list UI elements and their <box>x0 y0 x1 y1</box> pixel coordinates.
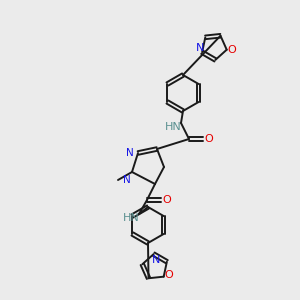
Text: N: N <box>123 175 131 185</box>
Text: O: O <box>163 195 171 205</box>
Text: O: O <box>205 134 213 144</box>
Text: O: O <box>227 45 236 55</box>
Text: N: N <box>126 148 134 158</box>
Text: HN: HN <box>165 122 182 132</box>
Text: O: O <box>164 270 173 280</box>
Text: N: N <box>152 255 160 265</box>
Text: N: N <box>196 43 204 53</box>
Text: HN: HN <box>123 213 140 223</box>
